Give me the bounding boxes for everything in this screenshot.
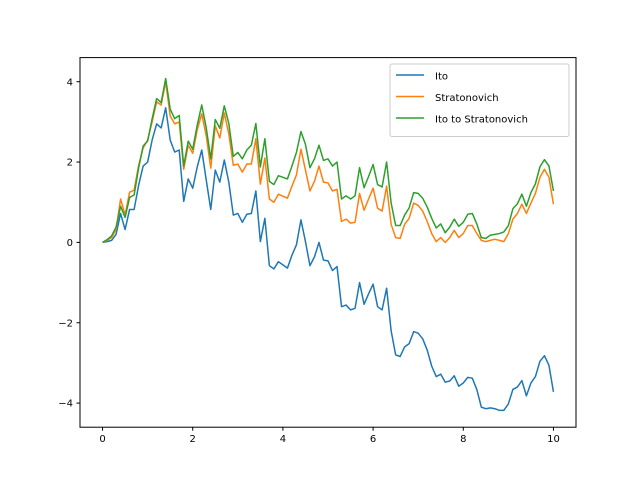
y-tick-label: −4 xyxy=(58,399,73,410)
x-axis-ticks: 0 2 4 6 8 10 xyxy=(99,427,560,445)
series-line-2 xyxy=(102,77,555,244)
y-tick-label: −2 xyxy=(58,318,73,329)
x-tick-label: 4 xyxy=(280,434,286,445)
plot-lines xyxy=(102,77,555,412)
legend-box xyxy=(389,63,570,137)
y-tick-label: 2 xyxy=(67,158,73,169)
y-tick-label: 4 xyxy=(67,77,73,88)
x-tick-label: 6 xyxy=(370,434,376,445)
axes-frame xyxy=(79,57,577,428)
y-tick-label: 0 xyxy=(67,238,73,249)
x-tick-label: 0 xyxy=(99,434,105,445)
x-tick-label: 8 xyxy=(460,434,466,445)
legend: Ito Stratonovich Ito to Stratonovich xyxy=(389,63,570,137)
legend-label: Ito to Stratonovich xyxy=(435,115,528,126)
series-line-1 xyxy=(102,80,555,244)
x-tick-label: 2 xyxy=(190,434,196,445)
legend-label: Stratonovich xyxy=(435,93,499,104)
series-line-0 xyxy=(102,107,555,412)
y-axis-ticks: −4 −2 0 2 4 xyxy=(58,77,80,410)
x-tick-label: 10 xyxy=(547,434,560,445)
legend-label: Ito xyxy=(435,72,448,83)
